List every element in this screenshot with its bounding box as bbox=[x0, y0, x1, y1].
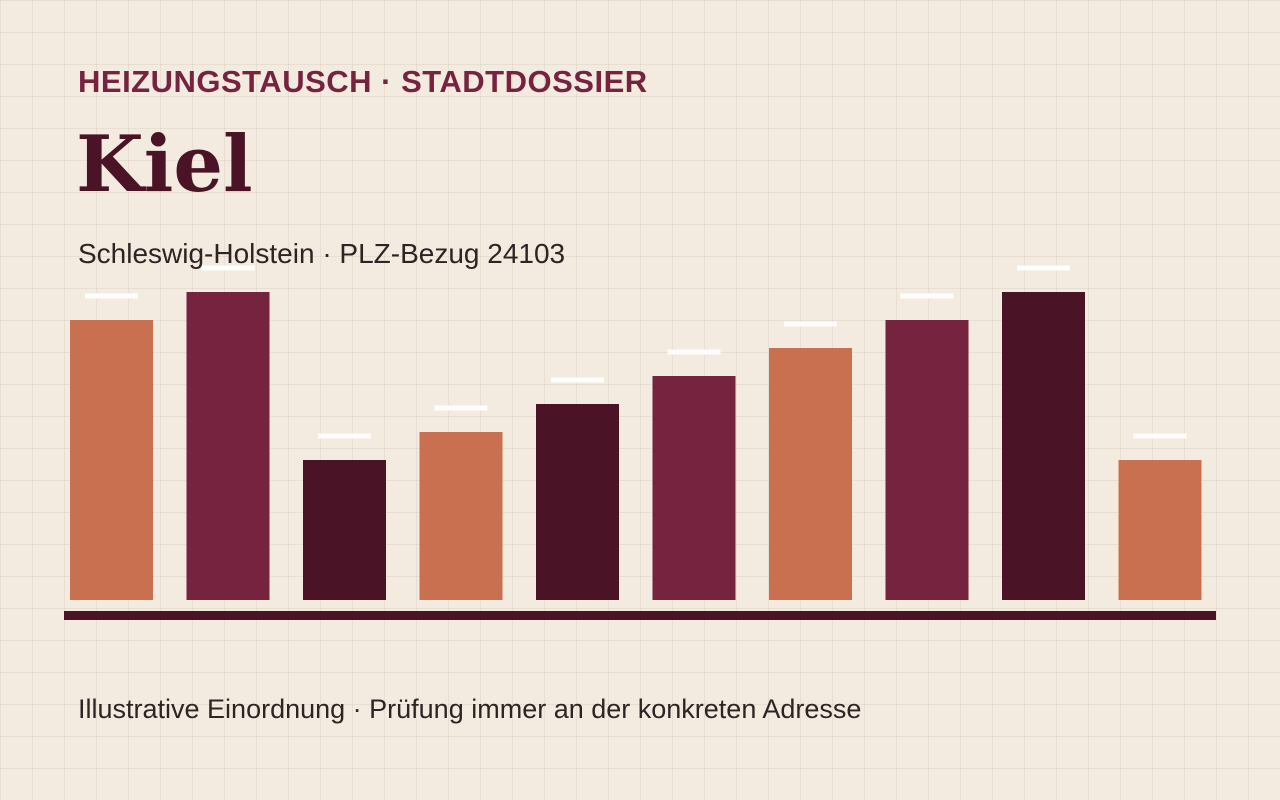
bar-marker-2 bbox=[201, 265, 255, 271]
bar-5 bbox=[536, 404, 619, 600]
bar-marker-9 bbox=[1017, 265, 1070, 271]
bar-4 bbox=[419, 432, 503, 600]
footer-note: Illustrative Einordnung · Prüfung immer … bbox=[78, 694, 862, 724]
bar-2 bbox=[186, 292, 270, 600]
bar-marker-7 bbox=[784, 321, 837, 327]
bar-marker-8 bbox=[900, 293, 954, 299]
bar-marker-4 bbox=[434, 405, 488, 411]
region-subtitle: Schleswig-Holstein · PLZ-Bezug 24103 bbox=[78, 238, 566, 269]
bar-marker-1 bbox=[85, 293, 138, 299]
bar-9 bbox=[1002, 292, 1085, 600]
bar-marker-10 bbox=[1133, 433, 1187, 439]
chart-baseline bbox=[64, 611, 1216, 620]
bar-3 bbox=[303, 460, 386, 600]
bar-8 bbox=[885, 320, 969, 600]
bar-7 bbox=[769, 348, 852, 600]
kicker-title: HEIZUNGSTAUSCH · STADTDOSSIER bbox=[78, 64, 648, 99]
bar-marker-3 bbox=[318, 433, 371, 439]
bar-10 bbox=[1118, 460, 1202, 600]
bar-1 bbox=[70, 320, 153, 600]
bar-marker-6 bbox=[667, 349, 721, 355]
bar-6 bbox=[652, 376, 736, 600]
bar-marker-5 bbox=[551, 377, 604, 383]
page-title: Kiel bbox=[76, 119, 253, 210]
